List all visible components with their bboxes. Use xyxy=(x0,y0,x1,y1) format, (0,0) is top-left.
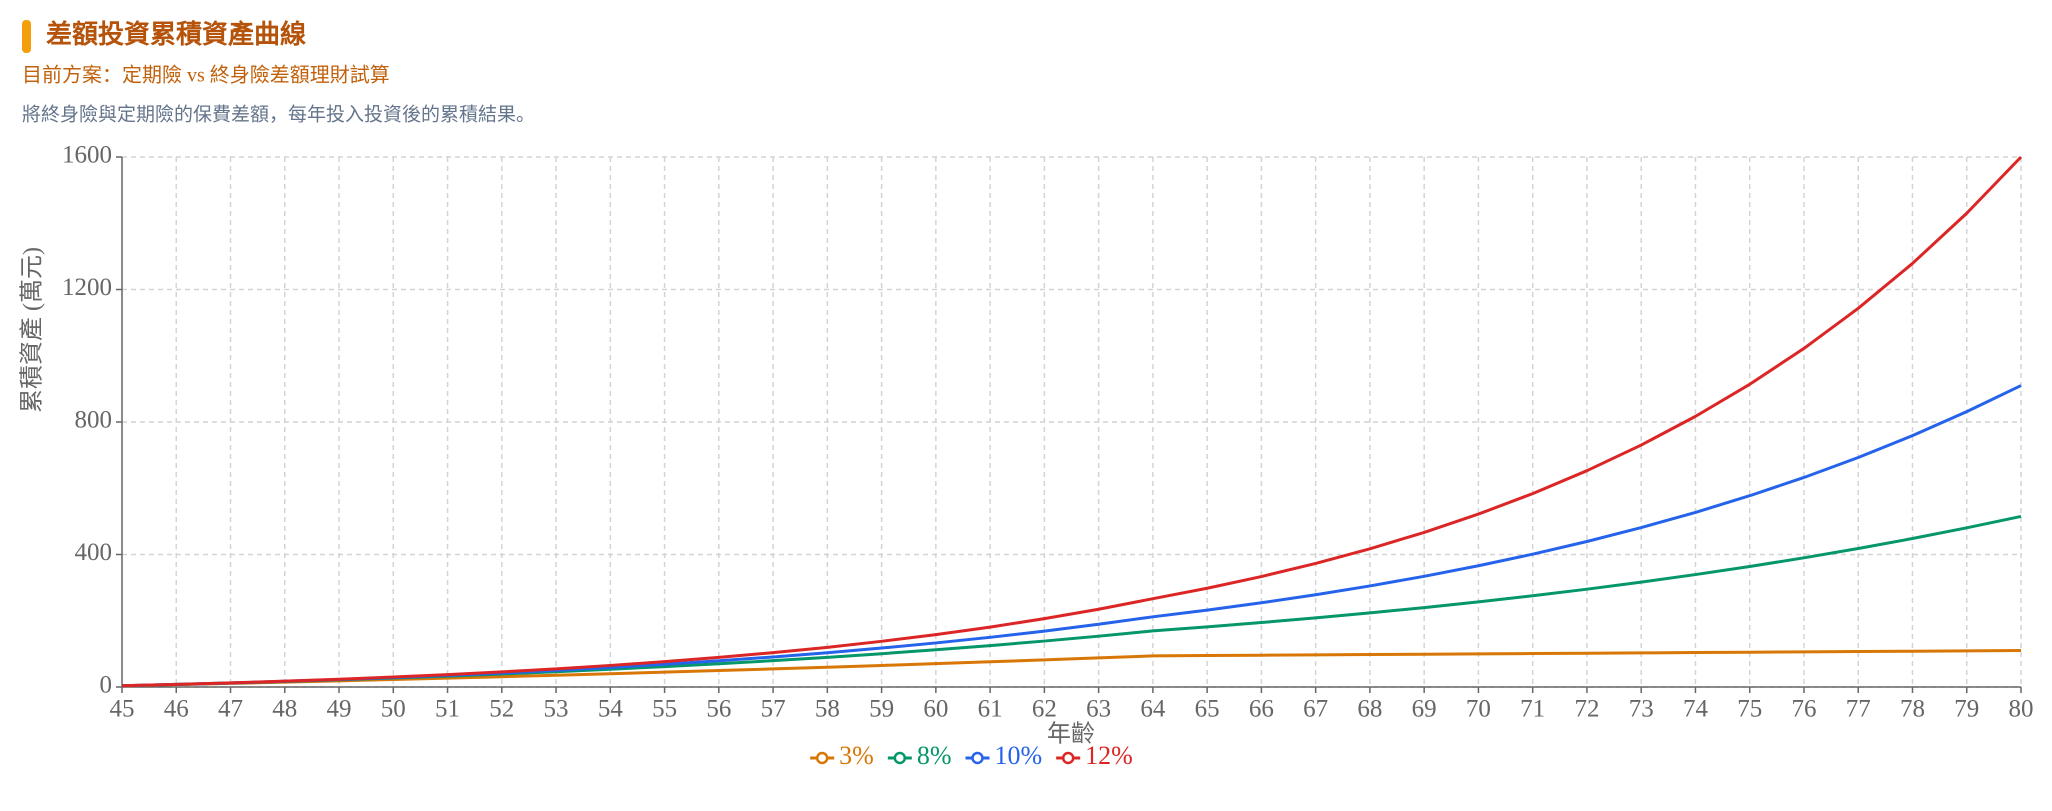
chart-subtitle: 目前方案：定期險 vs 終身險差額理財試算 xyxy=(22,64,390,87)
chart-description: 將終身險與定期險的保費差額，每年投入投資後的累積結果。 xyxy=(22,103,535,125)
x-tick-label: 56 xyxy=(706,696,731,723)
x-tick-label: 80 xyxy=(2009,696,2034,723)
x-tick-label: 79 xyxy=(1954,696,1979,723)
x-tick-label: 49 xyxy=(327,696,352,723)
x-axis-label: 年齡 xyxy=(1047,721,1095,748)
y-axis-label: 累積資產 (萬元) xyxy=(19,247,46,413)
x-tick-label: 65 xyxy=(1195,696,1220,723)
x-tick-label: 51 xyxy=(435,696,460,723)
x-tick-label: 63 xyxy=(1086,696,1111,723)
x-tick-label: 78 xyxy=(1900,696,1925,723)
x-tick-label: 45 xyxy=(110,696,135,723)
y-tick-label: 800 xyxy=(75,407,113,434)
series-line xyxy=(121,155,2023,688)
y-tick-label: 400 xyxy=(75,539,113,566)
x-tick-label: 69 xyxy=(1412,696,1437,723)
x-tick-label: 76 xyxy=(1791,696,1816,723)
x-tick-label: 71 xyxy=(1520,696,1545,723)
x-tick-label: 62 xyxy=(1032,696,1057,723)
x-tick-label: 68 xyxy=(1357,696,1382,723)
legend-label: 8% xyxy=(917,741,952,770)
y-tick-label: 1200 xyxy=(62,274,112,301)
x-tick-label: 72 xyxy=(1574,696,1599,723)
legend-swatch-marker xyxy=(1061,751,1075,765)
legend-label: 3% xyxy=(839,741,874,770)
legend: 3% 8% 10% 12% xyxy=(810,741,1133,770)
series-line xyxy=(121,384,2022,688)
legend-label: 10% xyxy=(995,741,1043,770)
title-accent xyxy=(22,20,31,53)
y-tick-label: 1600 xyxy=(62,142,112,169)
x-tick-label: 54 xyxy=(598,696,624,723)
x-tick-label: 50 xyxy=(381,696,406,723)
x-tick-label: 70 xyxy=(1466,696,1491,723)
x-tick-label: 75 xyxy=(1737,696,1762,723)
x-tick-label: 61 xyxy=(978,696,1003,723)
x-tick-label: 53 xyxy=(544,696,569,723)
x-tick-label: 73 xyxy=(1629,696,1654,723)
series-line xyxy=(121,649,2022,688)
x-tick-label: 66 xyxy=(1249,696,1274,723)
x-tick-label: 47 xyxy=(218,696,243,723)
legend-swatch-marker xyxy=(815,751,829,765)
legend-swatch-marker xyxy=(893,751,907,765)
x-tick-label: 74 xyxy=(1683,696,1709,723)
x-tick-label: 55 xyxy=(652,696,677,723)
x-tick-label: 46 xyxy=(164,696,189,723)
legend-swatch-marker xyxy=(971,751,984,765)
chart-title: 差額投資累積資產曲線 xyxy=(46,19,306,49)
y-tick-label: 0 xyxy=(100,672,113,699)
x-tick-label: 67 xyxy=(1303,696,1328,723)
x-tick-label: 59 xyxy=(869,696,894,723)
x-tick-label: 64 xyxy=(1140,696,1166,723)
legend-label: 12% xyxy=(1085,741,1133,770)
x-tick-label: 58 xyxy=(815,696,840,723)
x-tick-label: 77 xyxy=(1846,696,1871,723)
x-tick-label: 60 xyxy=(923,696,948,723)
x-tick-label: 52 xyxy=(489,696,514,723)
x-tick-label: 57 xyxy=(761,696,786,723)
x-tick-label: 48 xyxy=(272,696,297,723)
